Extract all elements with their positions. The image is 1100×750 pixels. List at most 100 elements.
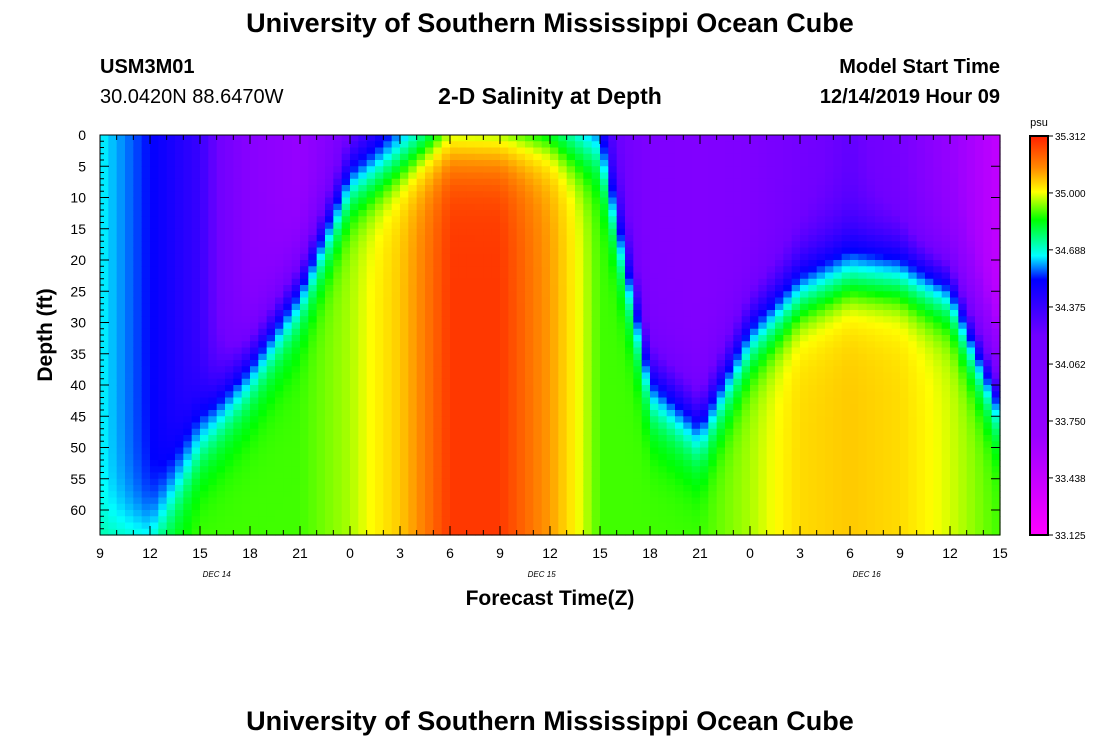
heatmap-cell (400, 228, 409, 236)
heatmap-cell (275, 335, 284, 342)
heatmap-cell (333, 178, 343, 186)
heatmap-cell (266, 266, 276, 274)
heatmap-cell (491, 197, 501, 205)
heatmap-cell (175, 291, 184, 299)
heatmap-cell (583, 391, 593, 399)
heatmap-cell (558, 241, 568, 249)
heatmap-cell (250, 522, 259, 530)
heatmap-cell (391, 310, 401, 317)
heatmap-cell (108, 266, 118, 274)
heatmap-cell (516, 216, 526, 224)
heatmap-cell (541, 272, 551, 280)
heatmap-cell (666, 141, 676, 149)
heatmap-cell (591, 253, 601, 261)
heatmap-cell (716, 272, 726, 280)
heatmap-cell (241, 391, 251, 399)
heatmap-cell (541, 310, 551, 317)
heatmap-cell (483, 416, 493, 424)
heatmap-cell (458, 241, 468, 249)
heatmap-cell (533, 241, 543, 249)
heatmap-cell (533, 503, 543, 511)
heatmap-cell (708, 372, 718, 380)
heatmap-cell (116, 266, 126, 274)
heatmap-cell (225, 178, 234, 186)
heatmap-cell (650, 460, 659, 467)
heatmap-cell (241, 366, 251, 374)
heatmap-cell (125, 247, 134, 255)
heatmap-cell (616, 522, 626, 530)
heatmap-cell (458, 497, 468, 505)
model-start-time: 12/14/2019 Hour 09 (819, 86, 1000, 108)
heatmap-cell (200, 203, 209, 211)
heatmap-cell (583, 160, 593, 167)
heatmap-cell (133, 528, 143, 536)
heatmap-cell (608, 460, 618, 467)
heatmap-cell (366, 503, 376, 511)
heatmap-cell (608, 266, 618, 274)
heatmap-cell (200, 372, 209, 380)
heatmap-cell (258, 485, 268, 492)
heatmap-cell (208, 291, 218, 299)
heatmap-cell (408, 416, 418, 424)
heatmap-cell (100, 291, 109, 299)
heatmap-cell (566, 385, 576, 392)
heatmap-cell (566, 228, 576, 236)
heatmap-cell (400, 441, 409, 449)
heatmap-cell (483, 397, 493, 405)
heatmap-cell (200, 447, 209, 455)
heatmap-cell (325, 510, 334, 517)
heatmap-cell (666, 403, 676, 411)
heatmap-cell (650, 403, 659, 411)
heatmap-cell (241, 335, 251, 342)
heatmap-cell (483, 485, 493, 492)
heatmap-cell (266, 353, 276, 361)
heatmap-cell (725, 353, 734, 361)
heatmap-cell (700, 403, 709, 411)
heatmap-cell (291, 360, 301, 367)
heatmap-cell (358, 303, 368, 311)
heatmap-cell (491, 510, 501, 517)
heatmap-cell (366, 235, 376, 242)
heatmap-cell (483, 528, 493, 536)
heatmap-cell (108, 272, 118, 280)
heatmap-cell (166, 391, 176, 399)
heatmap-cell (408, 510, 418, 517)
heatmap-cell (300, 203, 309, 211)
heatmap-cell (633, 435, 643, 442)
heatmap-cell (341, 247, 351, 255)
heatmap-cell (391, 222, 401, 230)
heatmap-cell (583, 272, 593, 280)
heatmap-cell (233, 478, 243, 486)
heatmap-cell (100, 285, 109, 292)
heatmap-cell (600, 235, 609, 242)
heatmap-cell (508, 528, 518, 536)
heatmap-cell (108, 222, 118, 230)
heatmap-cell (691, 341, 701, 349)
heatmap-cell (483, 316, 493, 324)
heatmap-cell (333, 510, 343, 517)
heatmap-cell (158, 135, 168, 142)
heatmap-cell (683, 178, 693, 186)
heatmap-cell (575, 353, 584, 361)
heatmap-cell (708, 235, 718, 242)
heatmap-cell (666, 135, 676, 142)
heatmap-cell (108, 397, 118, 405)
heatmap-cell (525, 310, 534, 317)
heatmap-cell (191, 235, 201, 242)
heatmap-cell (108, 216, 118, 224)
heatmap-cell (358, 297, 368, 305)
heatmap-cell (650, 191, 659, 199)
heatmap-cell (316, 160, 326, 167)
heatmap-cell (300, 272, 309, 280)
heatmap-cell (533, 466, 543, 474)
heatmap-cell (433, 203, 443, 211)
heatmap-cell (691, 460, 701, 467)
heatmap-cell (500, 466, 509, 474)
heatmap-cell (608, 172, 618, 180)
heatmap-cell (358, 141, 368, 149)
heatmap-cell (225, 272, 234, 280)
heatmap-cell (166, 310, 176, 317)
heatmap-cell (400, 416, 409, 424)
heatmap-cell (500, 253, 509, 261)
heatmap-cell (425, 222, 434, 230)
